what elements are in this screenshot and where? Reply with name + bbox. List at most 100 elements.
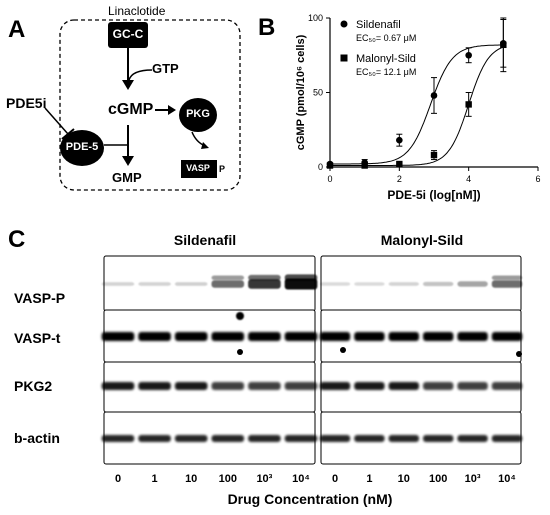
band-vasp-t — [284, 332, 318, 341]
chart-legend: Sildenafil EC₅₀= 0.67 μM Malonyl-Sild EC₅₀=… — [340, 19, 416, 77]
band-vasp-t — [388, 332, 419, 341]
band-vasp-t — [101, 332, 135, 341]
band-b-actin — [284, 435, 318, 442]
data-point-sildenafil — [465, 51, 472, 59]
blot-frame — [103, 411, 316, 465]
linaclotide-label: Linaclotide — [108, 4, 166, 18]
band-b-actin — [354, 435, 385, 442]
lane-label: 10⁴ — [498, 473, 516, 485]
band-pkg2 — [319, 382, 351, 390]
pkg-label: PKG — [186, 108, 210, 120]
blot-frame — [320, 309, 522, 363]
blot-artifact — [236, 312, 244, 320]
data-point-sildenafil — [396, 136, 403, 144]
band-vasp-p — [101, 282, 135, 286]
band-vasp-t — [248, 332, 281, 341]
chart-axes: 0 2 4 6 0 50 100 PDE-5i (log[nM]) cGMP (pmol/10⁶… — [295, 13, 541, 202]
pkg-ellipse — [179, 98, 217, 132]
band-vasp-p-upper — [248, 274, 281, 281]
row-label-vasp-t: VASP-t — [14, 330, 61, 346]
lane-label: 100 — [218, 473, 237, 485]
band-b-actin — [174, 435, 208, 442]
band-pkg2 — [248, 382, 281, 390]
row-label-b-actin: b-actin — [14, 430, 60, 446]
band-vasp-t — [354, 332, 385, 341]
fit-curve-1 — [330, 46, 504, 166]
blot-frame — [320, 255, 522, 312]
pathway-diagram — [44, 19, 241, 191]
band-vasp-t — [174, 332, 208, 341]
y-tick-label: 100 — [308, 13, 323, 23]
lane-label: 1 — [366, 473, 373, 485]
fit-curve-0 — [330, 44, 504, 165]
band-b-actin — [101, 435, 135, 442]
band-vasp-t — [319, 332, 351, 341]
x-axis-label: PDE-5i (log[nM]) — [387, 188, 480, 202]
legend-ec50: EC₅₀= 12.1 μM — [356, 67, 416, 77]
pde5i-label: PDE5i — [6, 95, 47, 111]
band-vasp-p-upper — [284, 274, 318, 281]
arrowhead-gcc-cgmp — [122, 80, 134, 90]
row-label-pkg2: PKG2 — [14, 378, 53, 394]
legend-ec50: EC₅₀= 0.67 μM — [356, 33, 416, 43]
row-label-vasp-p: VASP-P — [14, 290, 66, 306]
chart-curves — [330, 44, 504, 166]
band-pkg2 — [174, 382, 208, 390]
blot-frame — [320, 361, 522, 413]
band-b-actin — [388, 435, 419, 442]
band-vasp-p — [491, 280, 523, 288]
band-pkg2 — [211, 382, 245, 390]
band-vasp-p — [211, 280, 245, 288]
pde5-ellipse — [60, 130, 104, 166]
group-title-malonyl: Malonyl-Sild — [380, 232, 464, 248]
band-pkg2 — [354, 382, 385, 390]
lane-label: 10 — [185, 473, 198, 485]
band-vasp-p — [319, 282, 351, 286]
band-vasp-t — [138, 332, 171, 341]
gtp-label: GTP — [152, 61, 179, 76]
vasp-label: VASP — [186, 163, 210, 173]
cell-boundary — [59, 19, 241, 191]
panel-label-c: C — [8, 226, 26, 253]
band-vasp-t — [211, 332, 245, 341]
y-tick-label: 0 — [318, 162, 323, 172]
y-axis-label: cGMP (pmol/10⁶ cells) — [295, 34, 307, 150]
band-pkg2 — [101, 382, 135, 390]
lane-label: 1 — [151, 473, 158, 485]
band-b-actin — [423, 435, 454, 442]
cgmp-label: cGMP — [108, 101, 154, 118]
lane-label: 10³ — [256, 473, 273, 485]
lane-label: 10 — [397, 473, 410, 485]
data-point-malonyl — [326, 162, 334, 169]
band-vasp-t — [491, 332, 523, 341]
band-pkg2 — [491, 382, 523, 390]
lane-label: 10³ — [464, 473, 481, 485]
band-vasp-p — [284, 278, 318, 290]
band-b-actin — [211, 435, 245, 442]
legend-marker-circle — [340, 20, 348, 28]
band-b-actin — [491, 435, 523, 442]
data-point-malonyl — [465, 101, 472, 108]
arrow-gtp — [128, 69, 153, 81]
x-tick-label: 2 — [397, 174, 402, 184]
panel-label-b: B — [258, 14, 276, 41]
data-point-sildenafil — [430, 92, 438, 99]
blot-artifact — [516, 351, 522, 357]
gcc-receptor-box — [108, 22, 148, 48]
band-pkg2 — [388, 382, 419, 390]
band-b-actin — [138, 435, 171, 442]
data-point-malonyl — [430, 151, 438, 159]
data-point-malonyl — [361, 162, 368, 169]
blot-artifact — [237, 349, 243, 355]
phospho-label: P — [219, 164, 226, 174]
y-tick-label: 50 — [313, 88, 323, 98]
x-tick-label: 4 — [466, 174, 471, 184]
band-pkg2 — [284, 382, 318, 390]
band-pkg2 — [457, 382, 488, 390]
blot-frame — [103, 255, 316, 312]
legend-series-name: Sildenafil — [356, 19, 401, 31]
band-vasp-p-upper — [211, 275, 245, 280]
band-vasp-p — [248, 279, 281, 289]
band-b-actin — [457, 435, 488, 442]
